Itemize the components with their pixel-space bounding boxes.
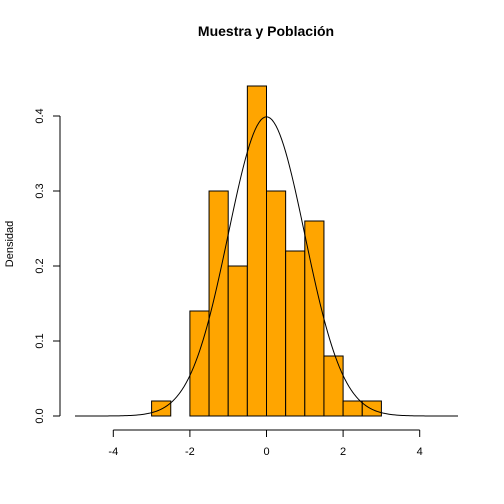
- y-tick-label-0: 0.0: [34, 408, 46, 423]
- histogram-bars: [151, 85, 382, 417]
- normal-density-curve: [75, 116, 458, 417]
- x-tick-label-3: 2: [340, 446, 346, 458]
- y-axis-title: Densidad: [4, 221, 16, 267]
- histogram-bar-0: [151, 400, 172, 417]
- y-tick-label-1: 0.1: [34, 333, 46, 348]
- histogram-bar-10: [342, 400, 363, 417]
- histogram-bar-11: [361, 400, 382, 417]
- histogram-bar-3: [208, 190, 229, 417]
- y-tick-label-4: 0.4: [34, 108, 46, 123]
- histogram-bar-7: [285, 250, 306, 417]
- x-tick-label-0: -4: [108, 446, 118, 458]
- x-axis: -4 -2 0 2 4: [108, 429, 423, 458]
- x-tick-label-2: 0: [263, 446, 269, 458]
- y-tick-label-2: 0.2: [34, 258, 46, 273]
- chart-title: Muestra y Población: [198, 23, 334, 39]
- histogram-bar-5: [246, 85, 268, 417]
- y-axis: 0.0 0.1 0.2 0.3 0.4: [34, 108, 61, 424]
- histogram-bar-4: [227, 265, 248, 417]
- histogram-bar-6: [266, 190, 287, 417]
- histogram-bar-2: [189, 310, 210, 417]
- x-tick-label-4: 4: [417, 446, 423, 458]
- histogram-bar-9: [323, 355, 344, 417]
- x-tick-label-1: -2: [185, 446, 195, 458]
- y-tick-label-3: 0.3: [34, 183, 46, 198]
